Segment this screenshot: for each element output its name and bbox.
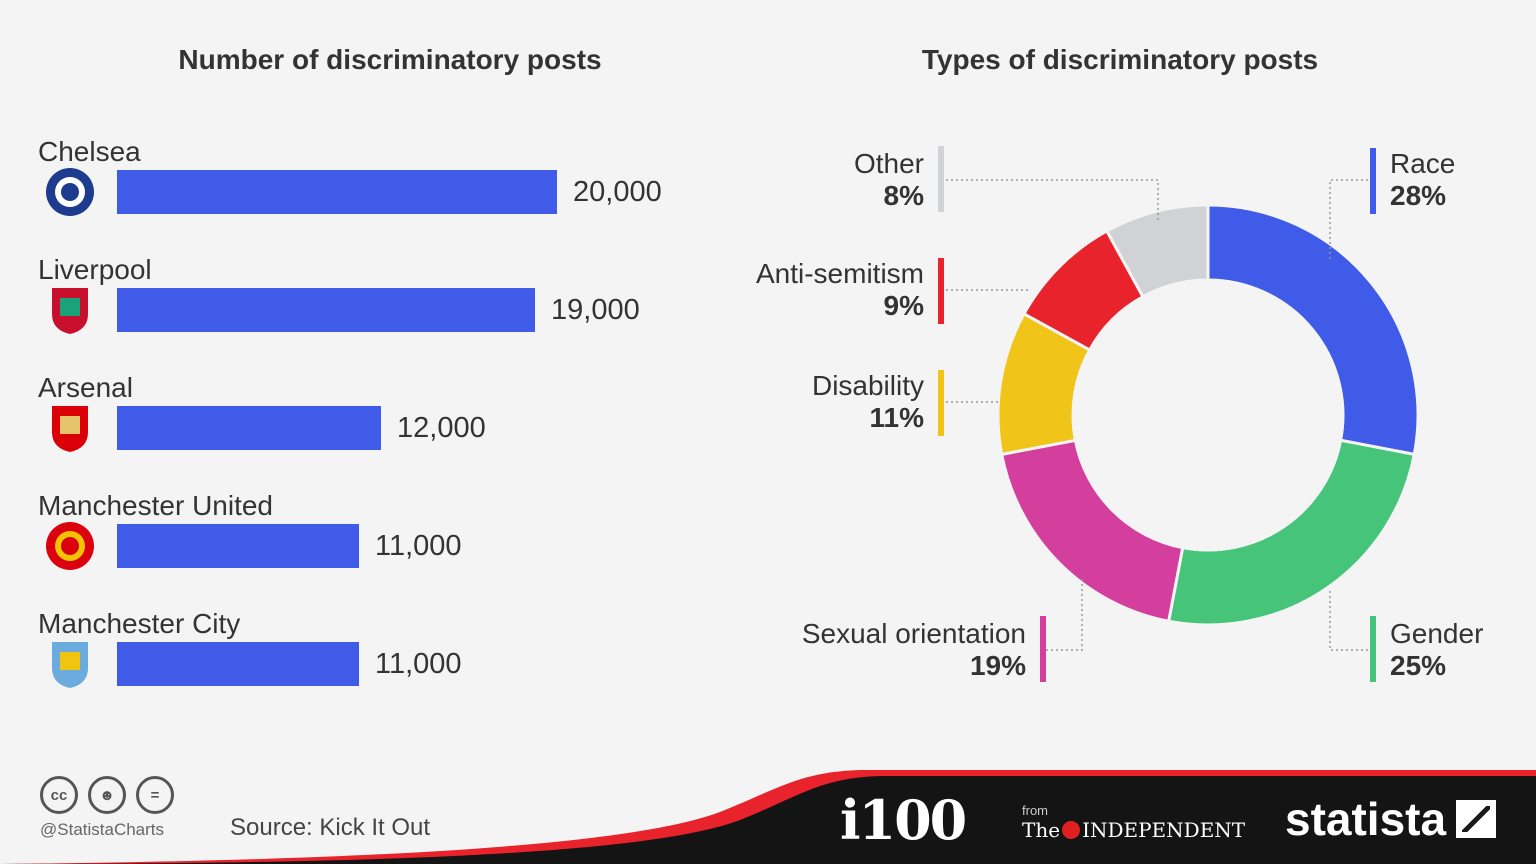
slice-percent: 8% <box>883 180 924 211</box>
donut-leader-line <box>946 179 1159 222</box>
bar-value-label: 12,000 <box>397 412 486 444</box>
bar-category-label: Arsenal <box>38 372 133 403</box>
bar <box>117 642 359 686</box>
slice-name: Anti-semitism <box>755 258 924 289</box>
nd-icon[interactable]: = <box>136 776 174 814</box>
slice-percent: 25% <box>1390 650 1447 681</box>
bar <box>117 288 535 332</box>
donut-slice <box>1166 438 1417 627</box>
footer-band <box>0 770 1536 864</box>
independent-the: The <box>1022 818 1061 842</box>
footer-dark-swoosh <box>0 776 1536 864</box>
donut-chart <box>946 179 1420 651</box>
slice-name: Sexual orientation <box>801 618 1026 649</box>
man-united-crest-icon <box>46 522 94 570</box>
donut-chart-title: Types of discriminatory posts <box>921 44 1319 75</box>
donut-slice-label: Sexual orientation 19% <box>802 618 1026 682</box>
bar-row: Liverpool 19,000 <box>0 254 720 372</box>
source-note: Source: Kick It Out <box>230 814 431 841</box>
i100-logo[interactable]: i100 <box>840 788 967 852</box>
donut-slice <box>1104 203 1210 299</box>
bar <box>117 524 359 568</box>
slice-percent: 11% <box>869 402 925 433</box>
bar-value-label: 19,000 <box>551 294 640 326</box>
legend-swatch <box>1040 616 1046 682</box>
slice-percent: 28% <box>1390 180 1447 211</box>
arsenal-crest-icon <box>52 406 88 452</box>
brand-from-text: from <box>1022 803 1048 818</box>
man-city-crest-icon <box>52 642 88 688</box>
donut-leader-line <box>1329 590 1368 651</box>
chelsea-crest-icon <box>46 168 94 216</box>
slice-percent: 19% <box>969 650 1026 681</box>
bar-category-label: Manchester United <box>38 490 274 521</box>
bar-row: Chelsea 20,000 <box>0 136 720 254</box>
by-icon[interactable]: ☻ <box>88 776 126 814</box>
bar-category-label: Manchester City <box>38 608 241 639</box>
bar-value-label: 11,000 <box>375 648 462 680</box>
legend-swatch <box>938 258 944 324</box>
independent-wordmark: INDEPENDENT <box>1082 818 1246 842</box>
donut-leader-line <box>1046 576 1083 651</box>
bar <box>117 406 381 450</box>
bar-row: Manchester United 11,000 <box>0 490 720 608</box>
donut-slice <box>999 438 1185 624</box>
statista-handle: @StatistaCharts <box>40 820 165 839</box>
statista-mark-icon <box>1456 800 1496 838</box>
slice-percent: 9% <box>883 290 924 321</box>
bar-row: Manchester City 11,000 <box>0 608 720 726</box>
independent-eagle-icon <box>1062 821 1081 839</box>
legend-swatch <box>938 370 944 436</box>
statista-logo[interactable]: statista <box>1285 793 1447 845</box>
slice-name: Disability <box>811 370 924 401</box>
donut-slice-label: Gender 25% <box>1390 618 1483 682</box>
cc-icon[interactable]: cc <box>40 776 78 814</box>
legend-swatch <box>938 146 944 212</box>
donut-slice <box>1206 203 1420 457</box>
donut-slice-label: Other 8% <box>854 148 924 212</box>
legend-swatch <box>1370 148 1376 214</box>
bar-value-label: 11,000 <box>375 530 462 562</box>
bar-row: Arsenal 12,000 <box>0 372 720 490</box>
license-icons: cc ☻ = <box>40 776 174 814</box>
bar-chart-title: Number of discriminatory posts <box>178 44 602 75</box>
independent-logo[interactable]: The INDEPENDENT <box>1022 818 1245 842</box>
slice-name: Gender <box>1390 618 1484 649</box>
liverpool-crest-icon <box>52 288 88 334</box>
donut-slice-label: Anti-semitism 9% <box>756 258 924 322</box>
bar-value-label: 20,000 <box>573 176 662 208</box>
legend-swatch <box>1370 616 1376 682</box>
bar <box>117 170 557 214</box>
slice-name: Race <box>1390 148 1456 179</box>
bar-category-label: Chelsea <box>38 136 141 167</box>
donut-slice-label: Disability 11% <box>812 370 924 434</box>
slice-name: Other <box>853 148 924 179</box>
bar-category-label: Liverpool <box>38 254 152 285</box>
donut-slice-label: Race 28% <box>1390 148 1455 212</box>
